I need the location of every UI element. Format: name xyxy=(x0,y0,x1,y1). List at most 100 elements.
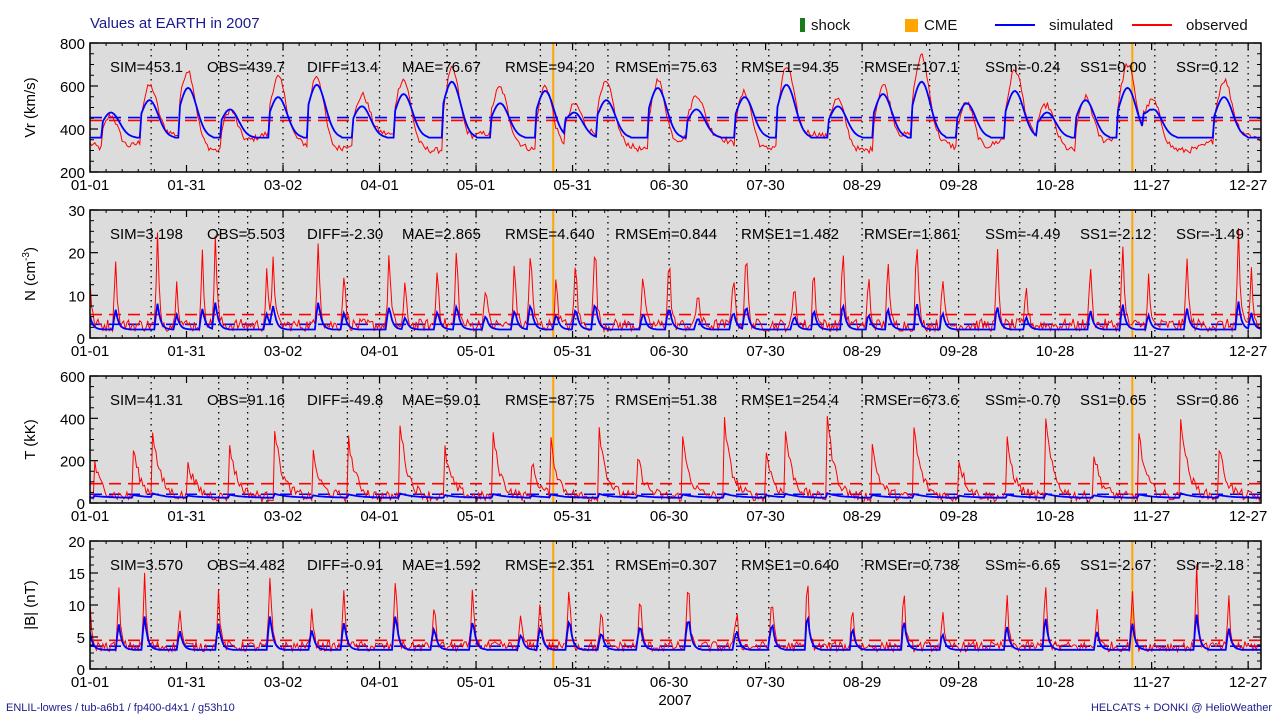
x-tick-label: 06-30 xyxy=(650,177,688,194)
stat-rmse1: RMSE1=254.4 xyxy=(741,392,839,409)
stat-ss1: SS1=-2.12 xyxy=(1080,226,1151,243)
x-tick-label: 10-28 xyxy=(1036,508,1074,525)
y-tick-label: 10 xyxy=(68,598,85,615)
x-tick-label: 07-30 xyxy=(746,508,784,525)
legend-item-cme: CME xyxy=(905,16,957,34)
y-tick-label: 400 xyxy=(60,122,85,139)
legend-item-simulated: simulated xyxy=(995,16,1113,34)
simulated-line-icon xyxy=(995,24,1035,27)
simulated-series-line xyxy=(90,492,1261,499)
stat-ssr: SSr=0.12 xyxy=(1176,59,1239,76)
legend-label-shock: shock xyxy=(811,16,851,34)
y-tick-label: 200 xyxy=(60,165,85,182)
x-tick-label: 05-31 xyxy=(553,674,591,691)
stat-ssr: SSr=-2.18 xyxy=(1176,557,1244,574)
x-tick-label: 06-30 xyxy=(650,674,688,691)
y-tick-label: 400 xyxy=(60,411,85,428)
stat-rmsem: RMSEm=75.63 xyxy=(615,59,717,76)
x-tick-label: 05-31 xyxy=(553,343,591,360)
plot-background-n xyxy=(90,210,1261,338)
panel-n: 01-01 01-31 03-02 04-01 05-01 05-31 06-30 07-30… xyxy=(21,203,1267,360)
x-tick-label: 10-28 xyxy=(1036,343,1074,360)
stat-ssm: SSm=-6.65 xyxy=(985,557,1060,574)
stat-ssr: SSr=0.86 xyxy=(1176,392,1239,409)
x-tick-label: 04-01 xyxy=(360,343,398,360)
stat-mae: MAE=59.01 xyxy=(402,392,481,409)
panel-vr: 01-01 01-31 03-02 04-01 05-01 05-31 06-30 07-30… xyxy=(22,36,1267,194)
stat-rmse1: RMSE1=0.640 xyxy=(741,557,839,574)
stat-rmsem: RMSEm=0.844 xyxy=(615,226,717,243)
x-tick-label: 01-31 xyxy=(167,343,205,360)
stat-ssm: SSm=-0.70 xyxy=(985,392,1060,409)
x-tick-label: 07-30 xyxy=(746,177,784,194)
y-axis-label: T (kK) xyxy=(22,419,39,460)
simulated-series-line xyxy=(90,301,1261,331)
legend-label-observed: observed xyxy=(1186,16,1248,34)
stat-diff: DIFF=-49.8 xyxy=(307,392,383,409)
y-axis-label: Vr (km/s) xyxy=(22,77,39,137)
x-tick-label: 11-27 xyxy=(1133,343,1170,360)
stat-rmse1: RMSE1=1.482 xyxy=(741,226,839,243)
stat-mae: MAE=1.592 xyxy=(402,557,481,574)
footer-credit: HELCATS + DONKI @ HelioWeather xyxy=(1090,702,1272,714)
x-tick-label: 10-28 xyxy=(1036,177,1074,194)
stat-ss1: SS1=0.00 xyxy=(1080,59,1146,76)
stat-mae: MAE=2.865 xyxy=(402,226,481,243)
x-tick-label: 05-01 xyxy=(457,177,495,194)
y-tick-label: 600 xyxy=(60,369,85,386)
panel-t: 01-01 01-31 03-02 04-01 05-01 05-31 06-30 07-30… xyxy=(22,369,1267,525)
series-group-t xyxy=(90,415,1261,503)
series-group-vr xyxy=(90,53,1261,155)
y-tick-label: 200 xyxy=(60,454,85,471)
stat-rmse: RMSE=4.640 xyxy=(505,226,595,243)
legend-label-simulated: simulated xyxy=(1049,16,1114,34)
chart-title: Values at EARTH in 2007 xyxy=(90,15,260,32)
stat-rmse: RMSE=94.20 xyxy=(505,59,595,76)
x-tick-label: 07-30 xyxy=(746,343,784,360)
stat-obs: OBS=439.7 xyxy=(207,59,285,76)
y-tick-label: 20 xyxy=(68,534,85,551)
x-axis-label: 2007 xyxy=(658,692,691,709)
y-tick-label: 0 xyxy=(77,662,85,679)
y-tick-label: 800 xyxy=(60,36,85,53)
stat-rmser: RMSEr=1.861 xyxy=(864,226,959,243)
x-tick-label: 05-31 xyxy=(553,177,591,194)
x-tick-label: 06-30 xyxy=(650,508,688,525)
legend: shock CME simulated observed xyxy=(800,16,1265,38)
x-tick-label: 12-27 xyxy=(1229,177,1267,194)
panel-b: 01-01 01-31 03-02 04-01 05-01 05-31 06-30 07-30… xyxy=(22,534,1267,691)
x-tick-label: 07-30 xyxy=(746,674,784,691)
x-tick-label: 08-29 xyxy=(843,343,881,360)
y-tick-label: 0 xyxy=(77,496,85,513)
observed-series-line xyxy=(90,415,1261,503)
stat-obs: OBS=4.482 xyxy=(207,557,285,574)
legend-label-cme: CME xyxy=(924,16,958,34)
x-tick-label: 09-28 xyxy=(939,177,977,194)
x-tick-label: 06-30 xyxy=(650,343,688,360)
stat-sim: SIM=3.570 xyxy=(110,557,183,574)
stat-rmsem: RMSEm=51.38 xyxy=(615,392,717,409)
x-tick-label: 05-01 xyxy=(457,343,495,360)
x-tick-label: 11-27 xyxy=(1133,508,1170,525)
observed-series-line xyxy=(90,53,1261,155)
stat-ssm: SSm=-4.49 xyxy=(985,226,1060,243)
x-tick-label: 01-31 xyxy=(167,674,205,691)
stat-rmser: RMSEr=673.6 xyxy=(864,392,959,409)
x-tick-label: 11-27 xyxy=(1133,177,1170,194)
x-tick-label: 03-02 xyxy=(264,508,302,525)
x-tick-label: 03-02 xyxy=(264,343,302,360)
stat-diff: DIFF=-0.91 xyxy=(307,557,383,574)
stat-rmser: RMSEr=0.738 xyxy=(864,557,959,574)
y-tick-label: 600 xyxy=(60,79,85,96)
x-tick-label: 04-01 xyxy=(360,177,398,194)
stat-rmse1: RMSE1=94.35 xyxy=(741,59,839,76)
observed-line-icon xyxy=(1132,24,1172,27)
x-tick-label: 01-01 xyxy=(71,343,109,360)
stat-rmsem: RMSEm=0.307 xyxy=(615,557,717,574)
stat-obs: OBS=91.16 xyxy=(207,392,285,409)
plot-background-t xyxy=(90,376,1261,503)
stat-sim: SIM=453.1 xyxy=(110,59,183,76)
y-tick-label: 5 xyxy=(77,630,85,647)
stat-diff: DIFF=13.4 xyxy=(307,59,378,76)
